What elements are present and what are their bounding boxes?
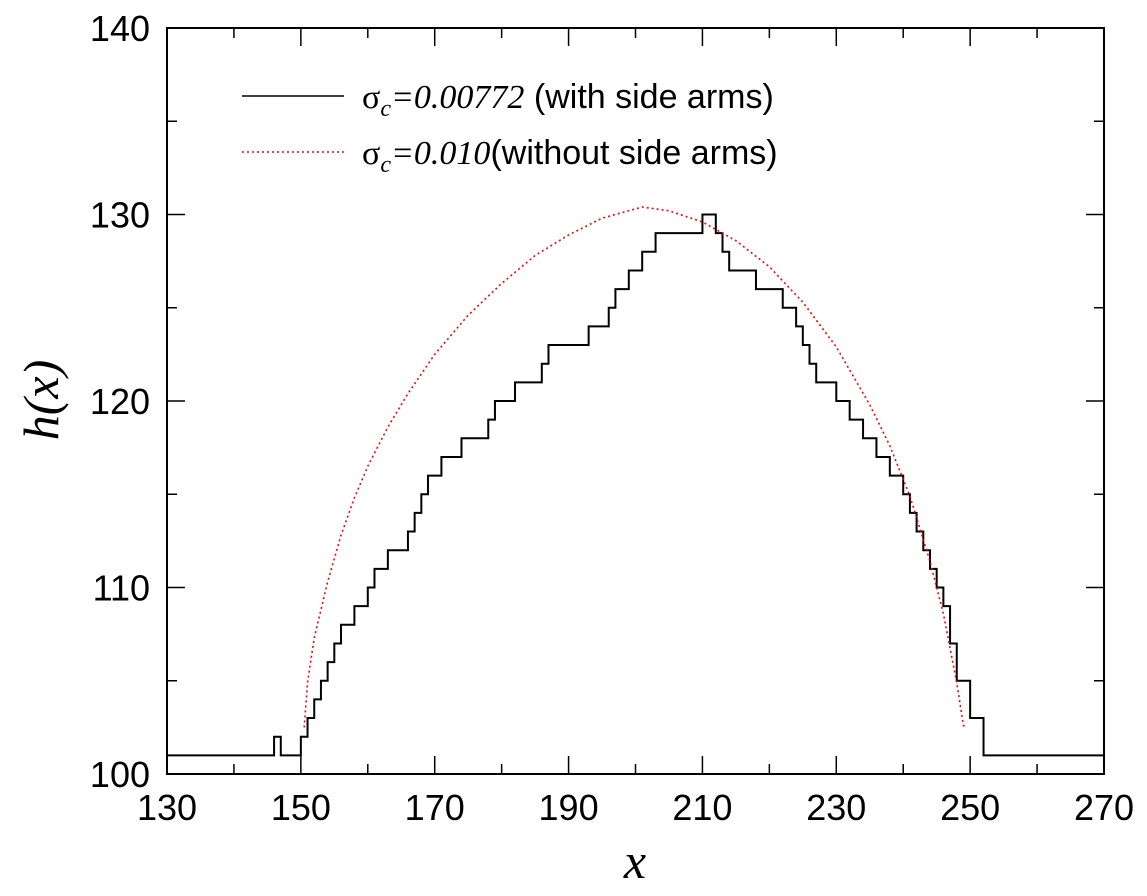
x-axis-title: x (623, 833, 646, 889)
x-tick-label: 150 (271, 787, 331, 828)
x-tick-label: 130 (137, 787, 197, 828)
x-tick-label: 170 (405, 787, 465, 828)
y-axis-title: h(x) (13, 360, 69, 441)
legend: σc=0.00772 (with side arms) σc=0.010(wit… (242, 78, 778, 178)
series-line-without-side-arms (303, 206, 968, 729)
x-tick-label: 250 (940, 787, 1000, 828)
x-axis-ticks: 130 150 170 190 210 230 250 270 (137, 28, 1134, 828)
y-tick-label: 110 (93, 568, 150, 609)
y-tick-label: 120 (90, 381, 150, 422)
x-tick-label: 230 (806, 787, 866, 828)
x-tick-label: 210 (672, 787, 732, 828)
y-tick-label: 130 (90, 195, 150, 236)
legend-label-without-side-arms: σc=0.010(without side arms) (362, 134, 778, 178)
x-tick-label: 190 (539, 787, 599, 828)
y-tick-label: 140 (90, 8, 150, 49)
y-axis-ticks: 100 110 120 130 140 (90, 8, 1104, 795)
legend-label-with-side-arms: σc=0.00772 (with side arms) (362, 78, 774, 122)
x-tick-label: 270 (1074, 787, 1134, 828)
series-layer (167, 206, 1104, 757)
series-line-with-side-arms (167, 213, 1104, 757)
y-tick-label: 100 (90, 754, 150, 795)
